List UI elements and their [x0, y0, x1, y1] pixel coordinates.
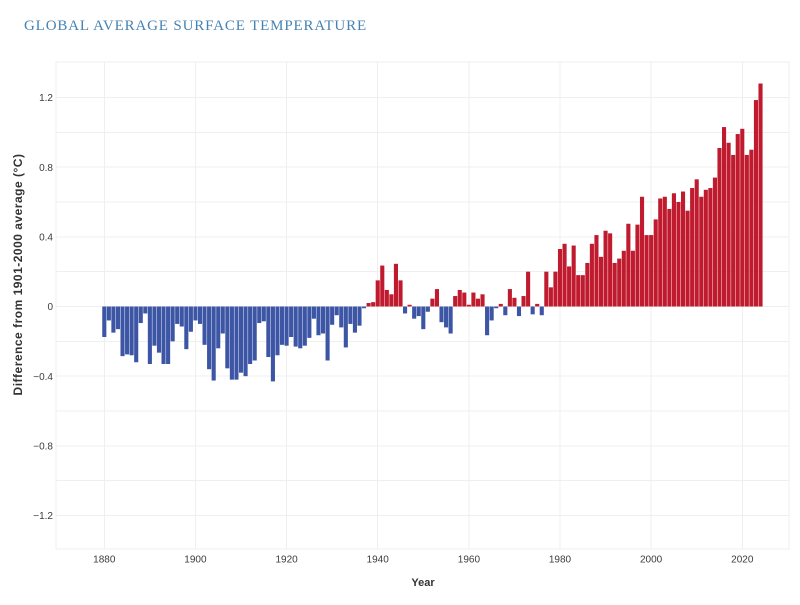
svg-text:0.4: 0.4 [39, 233, 53, 244]
svg-text:Difference from 1901-2000 aver: Difference from 1901-2000 average (°C) [11, 154, 25, 396]
svg-text:2020: 2020 [731, 554, 754, 565]
svg-text:GLOBAL AVERAGE SURFACE TEMPERA: GLOBAL AVERAGE SURFACE TEMPERATURE [24, 18, 367, 34]
svg-text:1900: 1900 [184, 554, 207, 565]
svg-text:1920: 1920 [275, 554, 298, 565]
svg-text:−0.4: −0.4 [33, 372, 53, 383]
svg-text:−0.8: −0.8 [33, 442, 53, 453]
svg-text:2000: 2000 [640, 554, 663, 565]
svg-text:Year: Year [411, 577, 435, 589]
svg-text:1960: 1960 [458, 554, 481, 565]
svg-text:1980: 1980 [549, 554, 572, 565]
svg-text:1.2: 1.2 [39, 93, 53, 104]
svg-text:1940: 1940 [367, 554, 390, 565]
svg-text:0: 0 [47, 302, 53, 313]
svg-text:−1.2: −1.2 [33, 511, 53, 522]
svg-text:1880: 1880 [93, 554, 116, 565]
svg-text:0.8: 0.8 [39, 163, 53, 174]
